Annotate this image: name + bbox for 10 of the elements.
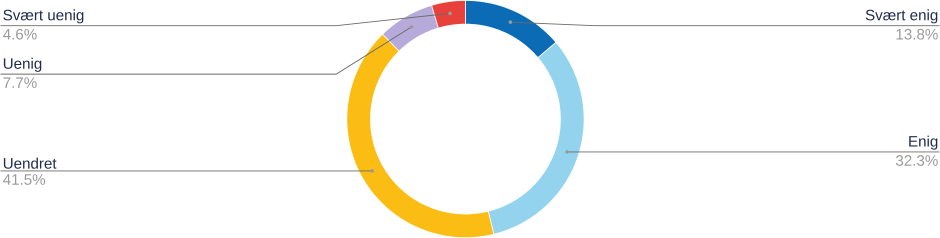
data-label: 13.8% <box>896 28 938 40</box>
slice-label: Svært uenig <box>3 9 84 24</box>
slice-label: Uenig <box>4 58 42 72</box>
slice-label: Enig <box>909 136 938 150</box>
data-label: 41.5% <box>3 174 46 185</box>
slice-label: Svært enig <box>866 9 938 24</box>
data-label: 4.6% <box>3 28 37 40</box>
slice-label: Uendret <box>4 158 56 169</box>
data-label: 32.3% <box>896 155 938 166</box>
data-label: 7.7% <box>3 77 37 88</box>
